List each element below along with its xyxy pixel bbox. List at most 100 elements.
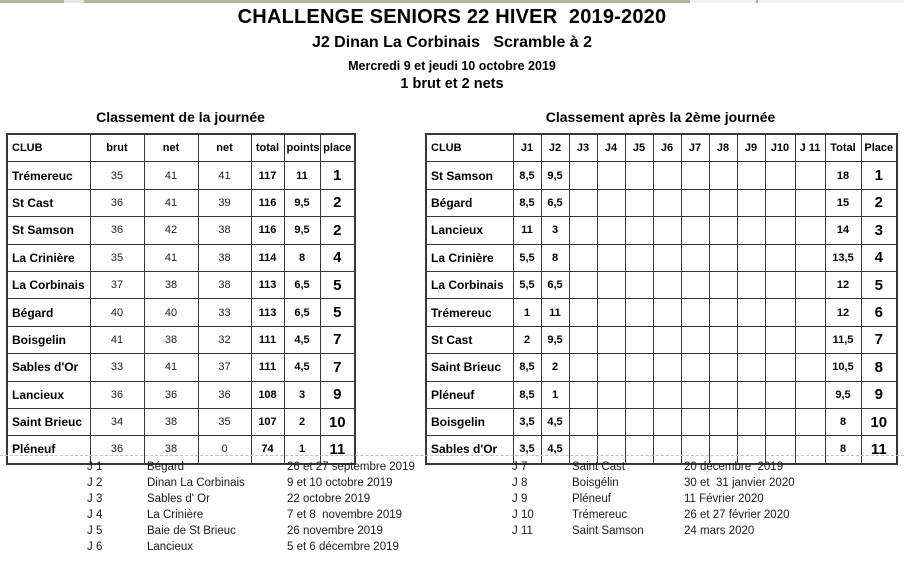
- window-edge-segment: [690, 0, 904, 3]
- legend-row: J 7 Saint Cast 20 décembre 2019: [512, 459, 795, 475]
- value-cell: [708, 407, 738, 437]
- club-cell: St Samson: [425, 161, 514, 190]
- value-cell: [680, 435, 710, 465]
- value-cell: [624, 216, 654, 245]
- value-cell: 36: [143, 380, 199, 409]
- club-cell: Lancieux: [6, 380, 91, 409]
- value-cell: 15: [824, 188, 862, 218]
- column-header: J1: [512, 133, 542, 163]
- club-cell: Sables d'Or: [6, 353, 91, 382]
- legend-date: 30 et 31 janvier 2020: [684, 477, 795, 489]
- value-cell: [652, 298, 682, 327]
- table-row: St Samson 8,5 9,5 18 1: [425, 161, 898, 190]
- value-cell: 9: [860, 380, 898, 409]
- value-cell: 11: [540, 298, 570, 327]
- value-cell: [596, 325, 626, 355]
- column-header: place: [319, 133, 356, 163]
- value-cell: 37: [89, 270, 145, 300]
- column-header: CLUB: [6, 133, 91, 163]
- value-cell: 38: [143, 325, 199, 355]
- value-cell: 36: [89, 380, 145, 409]
- value-cell: [568, 243, 598, 272]
- table-row: Saint Brieuc 8,5 2 10,5 8: [425, 353, 898, 382]
- value-cell: [736, 216, 766, 245]
- value-cell: [736, 353, 766, 382]
- value-cell: [764, 188, 796, 218]
- value-cell: [596, 216, 626, 245]
- value-cell: [624, 407, 654, 437]
- value-cell: [624, 243, 654, 272]
- club-cell: Boisgelin: [6, 325, 91, 355]
- value-cell: 9,5: [540, 161, 570, 190]
- legend-club: Baie de St Brieuc: [147, 525, 236, 537]
- legend-date: 22 octobre 2019: [287, 493, 371, 505]
- legend-date: 11 Février 2020: [684, 493, 764, 505]
- column-header: J8: [708, 133, 738, 163]
- value-cell: [624, 353, 654, 382]
- value-cell: [708, 216, 738, 245]
- legend-date: 26 et 27 février 2020: [684, 509, 790, 521]
- value-cell: 9,5: [283, 188, 321, 218]
- value-cell: 111: [250, 325, 285, 355]
- club-cell: Bégard: [425, 188, 514, 218]
- value-cell: [624, 435, 654, 465]
- value-cell: [568, 188, 598, 218]
- value-cell: 2: [319, 216, 356, 245]
- club-cell: St Cast: [6, 188, 91, 218]
- column-header: net: [143, 133, 199, 163]
- value-cell: 12: [824, 298, 862, 327]
- value-cell: 40: [143, 298, 199, 327]
- column-header: J10: [764, 133, 796, 163]
- value-cell: 2: [860, 188, 898, 218]
- legend-j: J 11: [512, 525, 533, 537]
- legend-club: Saint Samson: [572, 525, 644, 537]
- value-cell: [652, 325, 682, 355]
- table-row: Lancieux 11 3 14 3: [425, 216, 898, 245]
- value-cell: [596, 188, 626, 218]
- table-row: Boisgelin 3,5 4,5 8 10: [425, 407, 898, 437]
- legend-j: J 1: [87, 461, 103, 473]
- value-cell: [624, 325, 654, 355]
- value-cell: 14: [824, 216, 862, 245]
- value-cell: [568, 298, 598, 327]
- column-header: points: [283, 133, 321, 163]
- value-cell: 2: [512, 325, 542, 355]
- table-row: Pléneuf 8,5 1 9,5 9: [425, 380, 898, 409]
- value-cell: [568, 353, 598, 382]
- column-header: J7: [680, 133, 710, 163]
- value-cell: [736, 270, 766, 300]
- club-cell: Sables d'Or: [425, 435, 514, 465]
- value-cell: 1: [540, 380, 570, 409]
- value-cell: [736, 325, 766, 355]
- value-cell: [680, 325, 710, 355]
- legend-j: J 2: [87, 477, 103, 489]
- value-cell: [794, 407, 826, 437]
- value-cell: 33: [89, 353, 145, 382]
- legend-j: J 6: [87, 541, 103, 553]
- value-cell: [624, 188, 654, 218]
- table-row: Pléneuf 36 38 0 74 1 11: [6, 435, 356, 465]
- legend-j: J 8: [512, 477, 528, 489]
- value-cell: 3,5: [512, 407, 542, 437]
- value-cell: [680, 353, 710, 382]
- column-header: net: [197, 133, 252, 163]
- value-cell: [736, 161, 766, 190]
- value-cell: 8: [824, 435, 862, 465]
- value-cell: 33: [197, 298, 252, 327]
- value-cell: [764, 325, 796, 355]
- value-cell: 8,5: [512, 188, 542, 218]
- value-cell: 3: [540, 216, 570, 245]
- legend-right-column: J 7 Saint Cast 20 décembre 2019 J 8 Boisgéli…: [512, 459, 795, 539]
- club-cell: La Corbinais: [6, 270, 91, 300]
- value-cell: 38: [143, 407, 199, 437]
- value-cell: 8,5: [512, 380, 542, 409]
- value-cell: 5,5: [512, 243, 542, 272]
- value-cell: [794, 435, 826, 465]
- value-cell: 32: [197, 325, 252, 355]
- value-cell: [596, 161, 626, 190]
- legend-row: J 11 Saint Samson 24 mars 2020: [512, 523, 795, 539]
- value-cell: [764, 216, 796, 245]
- table-row: St Cast 2 9,5 11,5 7: [425, 325, 898, 355]
- value-cell: [596, 298, 626, 327]
- column-header: J5: [624, 133, 654, 163]
